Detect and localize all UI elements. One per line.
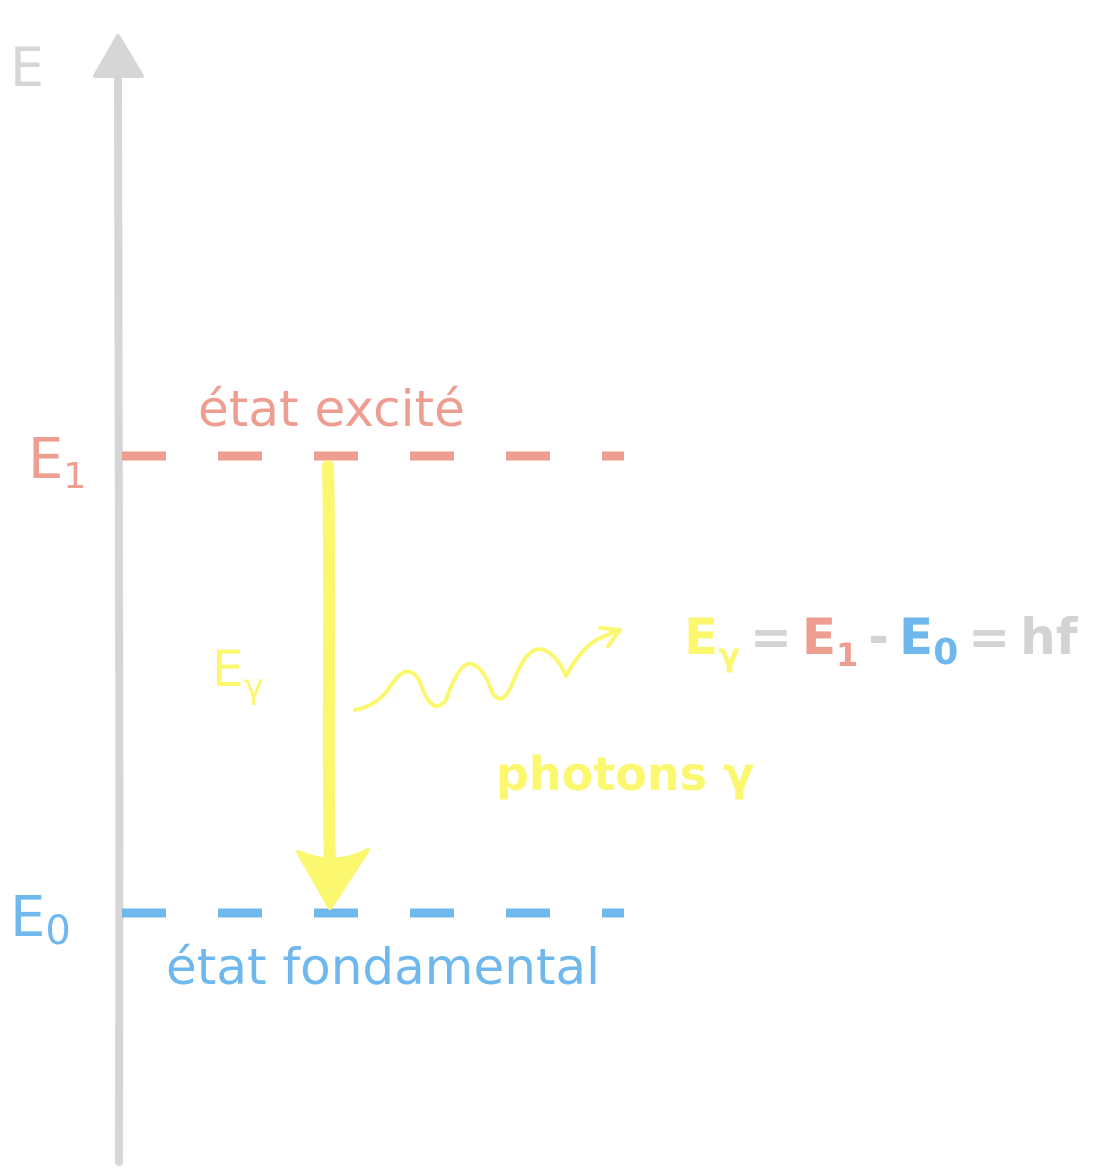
- excited-level-label: E1: [28, 427, 86, 497]
- photon-emission: photons γ: [353, 626, 754, 801]
- energy-axis: E: [10, 34, 144, 1166]
- ground-level-subscript: 0: [45, 908, 70, 954]
- photon-wave-arrowhead: [598, 626, 622, 648]
- excited-level: E1 état excité: [28, 380, 624, 497]
- photon-wave-icon: [353, 628, 620, 712]
- ground-level: E0 état fondamental: [10, 885, 624, 996]
- transition-energy-subscript: γ: [244, 667, 264, 707]
- transition-arrow-shaft: [322, 460, 336, 868]
- energy-axis-line: [113, 76, 124, 1166]
- transition-arrow: Eγ: [212, 460, 370, 910]
- energy-axis-arrowhead: [93, 34, 144, 78]
- transition-arrowhead: [296, 848, 370, 910]
- excited-level-subscript: 1: [63, 456, 86, 497]
- energy-axis-label: E: [10, 36, 44, 99]
- photon-label: photons γ: [496, 747, 754, 801]
- transition-energy-label: Eγ: [212, 640, 264, 707]
- excited-state-label: état excité: [198, 380, 465, 438]
- ground-state-label: état fondamental: [166, 938, 600, 996]
- ground-level-label: E0: [10, 885, 71, 954]
- energy-equation: Eγ = E1- E0 = hf: [684, 608, 1079, 674]
